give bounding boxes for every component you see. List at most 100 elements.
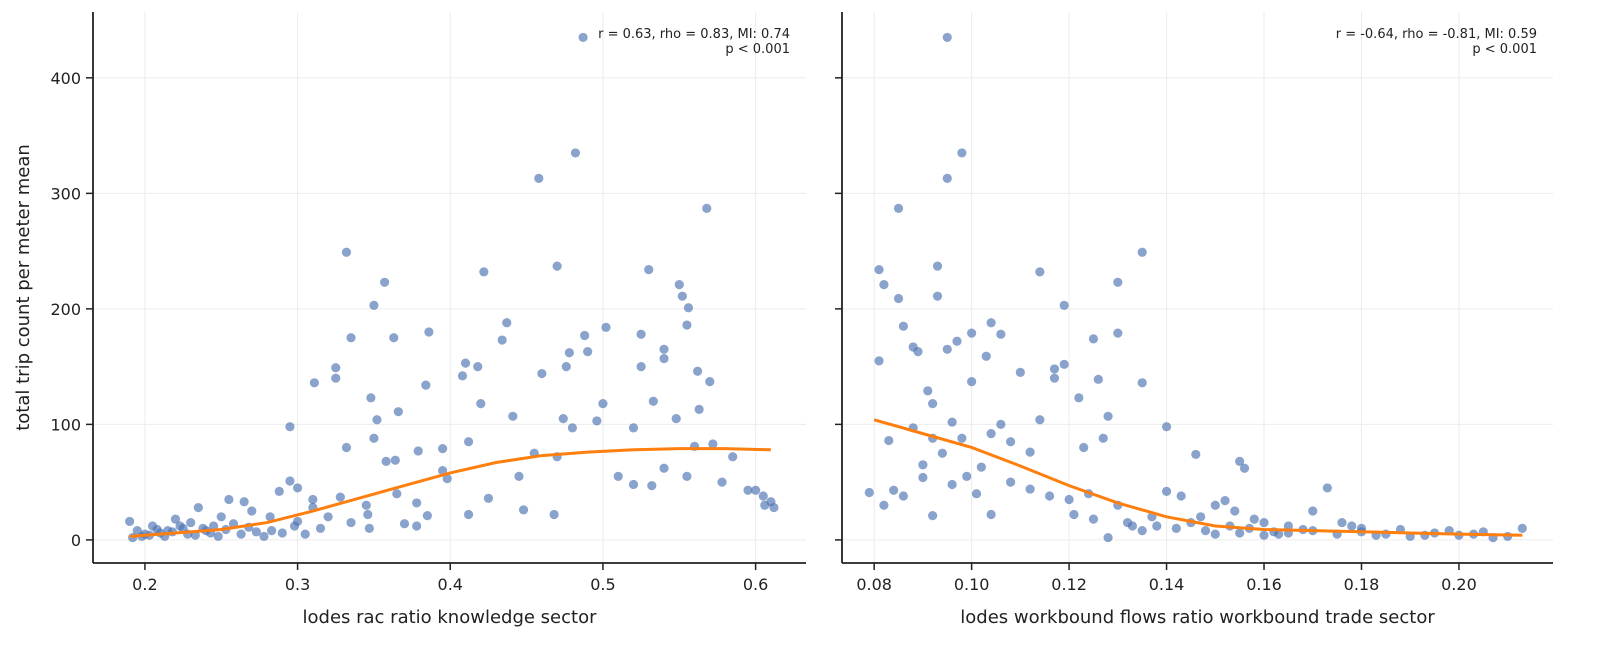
x-tick-label: 0.18 — [1344, 575, 1380, 594]
point — [942, 173, 952, 183]
point — [942, 344, 952, 354]
point — [1059, 359, 1069, 369]
point — [186, 517, 196, 528]
point — [928, 398, 938, 409]
point — [628, 479, 639, 490]
point — [285, 422, 295, 432]
point — [967, 377, 977, 387]
point — [758, 491, 768, 501]
point — [1191, 449, 1201, 460]
point — [1235, 456, 1245, 466]
point — [300, 529, 310, 539]
point — [1049, 373, 1060, 383]
point — [864, 487, 874, 498]
point — [380, 277, 390, 287]
point — [1025, 447, 1035, 457]
point — [671, 414, 681, 424]
point — [372, 415, 382, 425]
point — [879, 280, 889, 290]
point — [613, 471, 623, 481]
point — [918, 472, 928, 483]
point — [751, 485, 761, 495]
annotation: p < 0.001 — [1472, 42, 1537, 57]
point — [483, 493, 494, 503]
point — [996, 419, 1006, 429]
point — [346, 517, 356, 528]
point — [659, 353, 669, 364]
point — [1161, 486, 1172, 496]
point — [1200, 526, 1211, 536]
point — [683, 303, 694, 313]
point — [1517, 523, 1527, 533]
point — [413, 446, 423, 456]
point — [534, 173, 544, 183]
point — [913, 347, 923, 357]
point — [1093, 374, 1103, 384]
x-tick-label: 0.08 — [856, 575, 892, 594]
point — [361, 500, 371, 510]
point — [659, 463, 669, 473]
point — [986, 318, 996, 328]
point — [957, 148, 967, 158]
point — [1235, 528, 1245, 538]
point — [1069, 509, 1079, 520]
point — [366, 393, 376, 403]
point — [1025, 484, 1035, 494]
point — [659, 344, 669, 354]
point — [1274, 529, 1284, 539]
point — [1103, 411, 1113, 421]
y-tick-label: 400 — [50, 69, 81, 88]
point — [592, 416, 602, 426]
point — [1064, 494, 1074, 505]
point — [898, 491, 909, 501]
point — [952, 336, 962, 346]
point — [460, 358, 471, 368]
annotation: r = 0.63, rho = 0.83, MI: 0.74 — [598, 27, 790, 42]
point — [479, 267, 489, 277]
point — [1113, 277, 1123, 287]
point — [289, 521, 300, 531]
point — [760, 500, 770, 510]
point — [947, 417, 957, 427]
point — [463, 437, 474, 447]
point — [1322, 483, 1332, 493]
point — [331, 373, 341, 383]
point — [1088, 514, 1099, 524]
point — [1259, 517, 1269, 528]
point — [1176, 491, 1186, 501]
point — [1035, 267, 1045, 277]
point — [399, 519, 410, 529]
point — [1259, 530, 1269, 540]
y-tick-label: 300 — [50, 184, 81, 203]
point — [412, 498, 422, 508]
point — [889, 485, 899, 495]
point — [457, 371, 468, 381]
point — [564, 348, 574, 358]
point — [957, 433, 967, 443]
point — [251, 527, 261, 537]
point — [1088, 334, 1099, 344]
point — [259, 531, 269, 542]
point — [1220, 496, 1230, 506]
point — [647, 481, 657, 491]
x-tick-label: 0.20 — [1441, 575, 1477, 594]
point — [932, 291, 943, 301]
point — [636, 362, 646, 372]
point — [1059, 300, 1069, 311]
point — [1196, 512, 1206, 522]
point — [213, 531, 223, 542]
point — [1049, 364, 1060, 374]
x-tick-label: 0.16 — [1246, 575, 1282, 594]
point — [1283, 521, 1293, 531]
point — [247, 506, 257, 516]
y-tick-label: 100 — [50, 415, 81, 434]
point — [932, 261, 943, 271]
point — [1347, 521, 1357, 531]
point — [341, 442, 352, 453]
x-tick-label: 0.3 — [285, 575, 310, 594]
point — [674, 280, 684, 290]
point — [923, 386, 933, 396]
point — [1137, 247, 1147, 257]
point — [421, 380, 431, 390]
